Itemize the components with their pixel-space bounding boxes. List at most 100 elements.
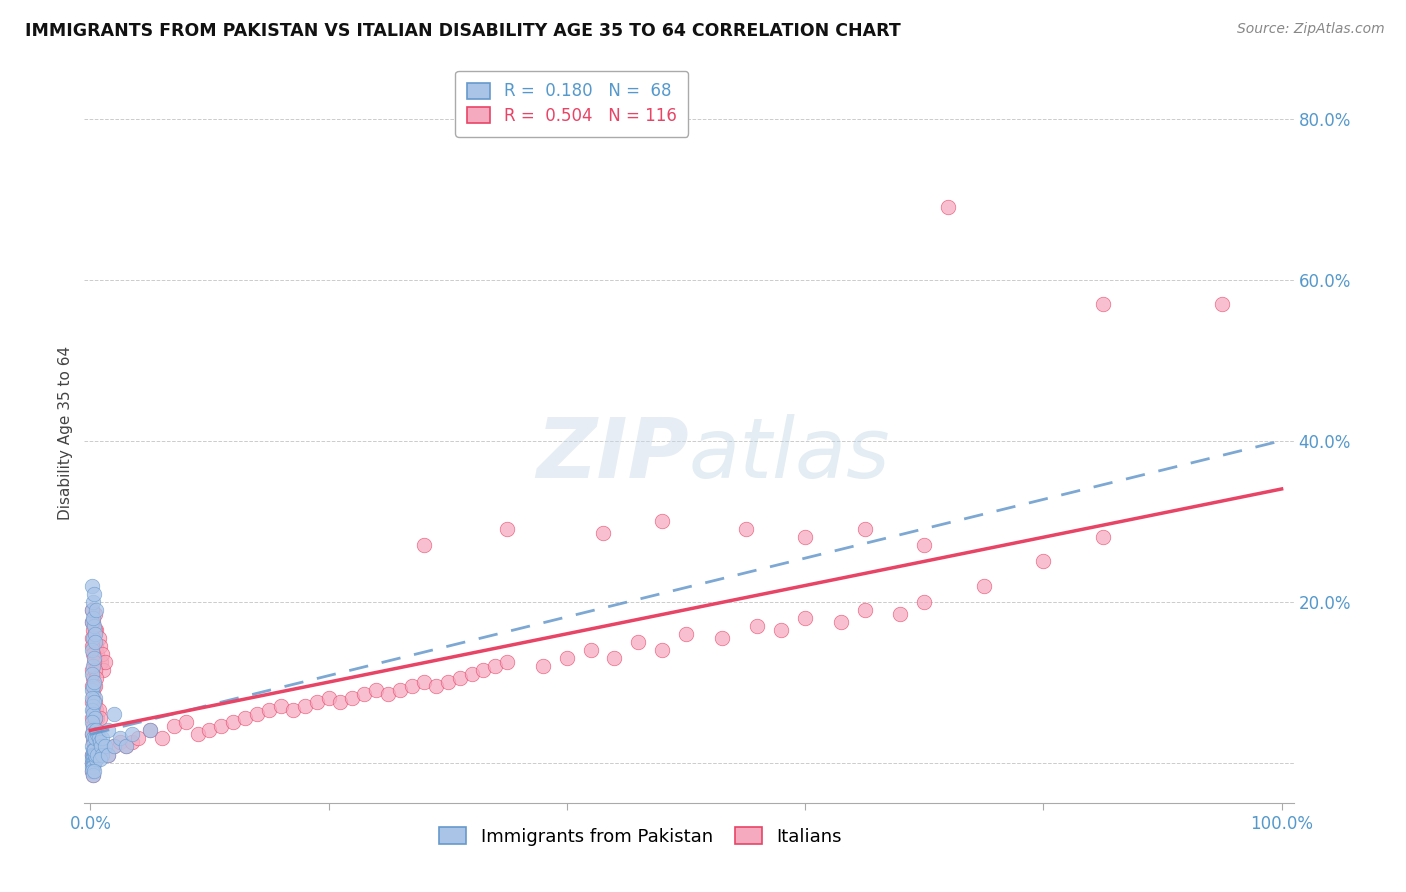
- Point: [747, 619, 769, 633]
- Y-axis label: Disability Age 35 to 64: Disability Age 35 to 64: [58, 345, 73, 520]
- Point: [84, 723, 107, 738]
- Point: [412, 675, 434, 690]
- Point: [80, 756, 103, 770]
- Point: [651, 514, 673, 528]
- Point: [484, 659, 506, 673]
- Point: [84, 679, 107, 693]
- Point: [84, 627, 107, 641]
- Point: [186, 727, 208, 741]
- Point: [84, 743, 107, 757]
- Point: [222, 715, 245, 730]
- Point: [912, 538, 935, 552]
- Point: [82, 719, 104, 733]
- Point: [90, 739, 112, 754]
- Point: [87, 631, 110, 645]
- Point: [127, 731, 149, 746]
- Point: [401, 679, 423, 693]
- Point: [83, 756, 105, 770]
- Point: [82, 735, 104, 749]
- Point: [830, 615, 852, 629]
- Point: [83, 727, 105, 741]
- Point: [86, 711, 108, 725]
- Point: [82, 703, 104, 717]
- Point: [83, 711, 105, 725]
- Point: [97, 747, 120, 762]
- Point: [84, 711, 107, 725]
- Point: [86, 747, 108, 762]
- Point: [89, 711, 111, 725]
- Point: [91, 647, 114, 661]
- Point: [115, 739, 138, 754]
- Point: [710, 631, 733, 645]
- Point: [84, 711, 107, 725]
- Point: [80, 756, 103, 770]
- Point: [82, 671, 104, 685]
- Point: [87, 703, 110, 717]
- Point: [80, 751, 103, 765]
- Point: [83, 675, 105, 690]
- Point: [82, 610, 104, 624]
- Point: [82, 759, 104, 773]
- Point: [82, 639, 104, 653]
- Point: [84, 623, 107, 637]
- Point: [412, 538, 434, 552]
- Point: [121, 727, 143, 741]
- Point: [579, 643, 602, 657]
- Point: [80, 695, 103, 709]
- Point: [84, 671, 107, 685]
- Point: [80, 667, 103, 681]
- Point: [794, 610, 817, 624]
- Point: [84, 731, 107, 746]
- Point: [82, 707, 104, 722]
- Point: [889, 607, 911, 621]
- Point: [91, 747, 114, 762]
- Point: [318, 691, 340, 706]
- Point: [103, 707, 125, 722]
- Point: [115, 739, 138, 754]
- Point: [82, 743, 104, 757]
- Point: [233, 711, 256, 725]
- Point: [377, 687, 399, 701]
- Point: [80, 739, 103, 754]
- Point: [80, 639, 103, 653]
- Point: [103, 739, 125, 754]
- Point: [82, 647, 104, 661]
- Point: [80, 631, 103, 645]
- Text: atlas: atlas: [689, 414, 890, 495]
- Point: [83, 735, 105, 749]
- Point: [80, 615, 103, 629]
- Point: [389, 683, 412, 698]
- Point: [82, 767, 104, 781]
- Point: [84, 639, 107, 653]
- Point: [83, 631, 105, 645]
- Point: [82, 756, 104, 770]
- Point: [93, 739, 115, 754]
- Point: [209, 719, 232, 733]
- Point: [460, 667, 482, 681]
- Point: [80, 747, 103, 762]
- Point: [80, 663, 103, 677]
- Point: [89, 735, 111, 749]
- Point: [84, 623, 107, 637]
- Point: [84, 602, 107, 616]
- Point: [912, 594, 935, 608]
- Point: [91, 731, 114, 746]
- Point: [139, 723, 162, 738]
- Point: [425, 679, 447, 693]
- Point: [281, 703, 304, 717]
- Point: [80, 691, 103, 706]
- Point: [80, 764, 103, 778]
- Point: [83, 743, 105, 757]
- Point: [472, 663, 495, 677]
- Point: [83, 679, 105, 693]
- Point: [853, 522, 876, 536]
- Text: Source: ZipAtlas.com: Source: ZipAtlas.com: [1237, 22, 1385, 37]
- Point: [436, 675, 458, 690]
- Point: [83, 655, 105, 669]
- Point: [257, 703, 280, 717]
- Text: ZIP: ZIP: [536, 414, 689, 495]
- Point: [82, 751, 104, 765]
- Point: [603, 651, 626, 665]
- Point: [627, 635, 650, 649]
- Point: [84, 727, 107, 741]
